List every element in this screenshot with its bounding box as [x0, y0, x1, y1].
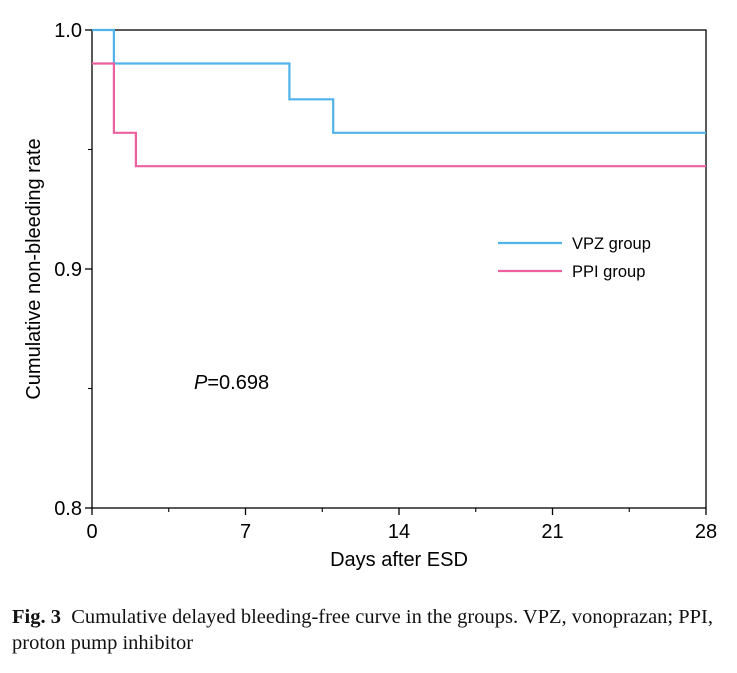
km-chart: 0 7 14 21 28 0.8 0.9 1.0 Cumulative non-bleedin… — [23, 20, 717, 571]
x-axis-label: Days after ESD — [330, 549, 468, 571]
x-tick-label: 14 — [388, 521, 410, 543]
series-line-vpz — [92, 28, 706, 134]
figure-caption: Fig. 3 Cumulative delayed bleeding-free … — [12, 604, 730, 656]
x-tick-label: 28 — [695, 521, 717, 543]
axis-ticks: 0 7 14 21 28 0.8 0.9 1.0 — [54, 20, 717, 543]
series-group — [92, 28, 706, 168]
legend-label: VPZ group — [572, 235, 651, 253]
y-axis-label: Cumulative non-bleeding rate — [23, 138, 45, 399]
series-line-ppi — [92, 62, 706, 168]
p-value-number: =0.698 — [207, 372, 269, 394]
p-value-symbol: P — [194, 372, 208, 394]
legend-label: PPI group — [572, 263, 645, 281]
figure-caption-text: Cumulative delayed bleeding-free curve i… — [12, 606, 714, 654]
p-value-annotation: P=0.698 — [194, 372, 269, 394]
figure-label: Fig. 3 — [12, 606, 61, 628]
legend: VPZ group PPI group — [498, 235, 651, 281]
x-tick-label: 21 — [541, 521, 563, 543]
y-tick-label: 0.8 — [54, 498, 82, 520]
y-tick-label: 1.0 — [54, 20, 82, 42]
x-tick-label: 7 — [240, 521, 251, 543]
x-tick-label: 0 — [86, 521, 97, 543]
y-tick-label: 0.9 — [54, 259, 82, 281]
